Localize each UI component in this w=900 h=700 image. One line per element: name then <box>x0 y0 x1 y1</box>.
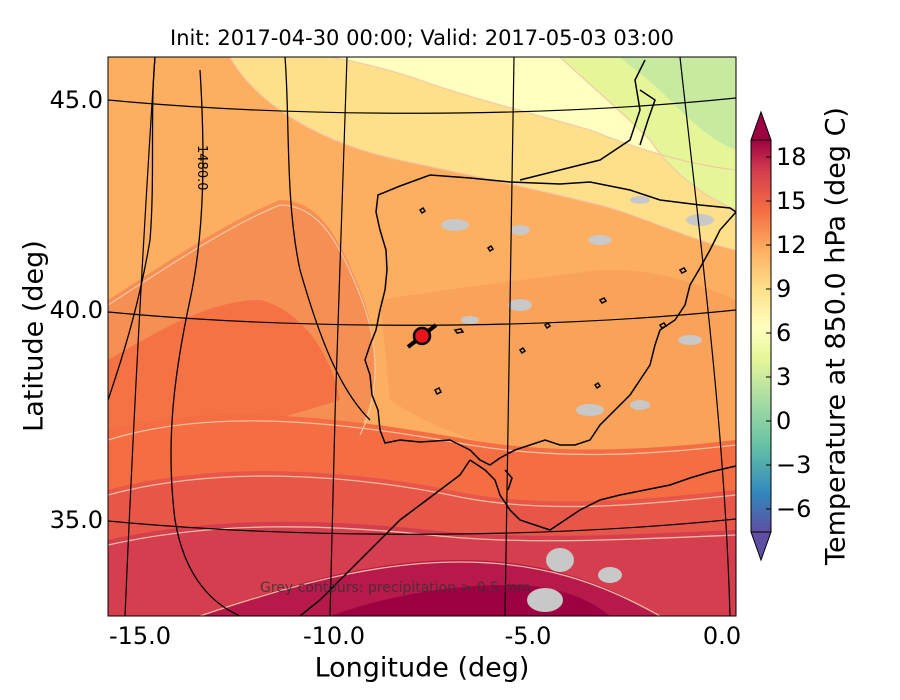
colorbar-tick-label: 18 <box>776 143 807 171</box>
y-tick-label: 45.0 <box>49 86 103 114</box>
y-axis-label: Latitude (deg) <box>18 240 50 432</box>
coastlines <box>299 59 736 616</box>
x-tick-label: -5.0 <box>504 622 552 650</box>
colorbar <box>750 110 772 562</box>
x-tick-label: 0.0 <box>702 622 742 650</box>
x-tick-label: -15.0 <box>108 622 172 650</box>
colorbar-tick-label: 6 <box>776 319 792 347</box>
colorbar-tick-label: 12 <box>776 231 807 259</box>
geopotential-contours <box>108 57 371 616</box>
x-tick-label: -10.0 <box>302 622 366 650</box>
colorbar-tick-label: 3 <box>776 363 792 391</box>
map-title: Init: 2017-04-30 00:00; Valid: 2017-05-0… <box>170 26 674 50</box>
station-marker <box>412 326 432 346</box>
y-tick-label: 40.0 <box>49 296 103 324</box>
contour-label: 1480.0 <box>194 145 209 191</box>
precip-footnote: Grey contours: precipitation > 0.5 mm <box>260 580 531 596</box>
temperature-field: 1480.0 <box>108 57 736 616</box>
colorbar-tick-label: 9 <box>776 275 792 303</box>
colorbar-tick-label: −6 <box>776 495 812 523</box>
colorbar-tick-label: 15 <box>776 187 807 215</box>
colorbar-tick-label: 0 <box>776 407 792 435</box>
graticule <box>108 57 736 616</box>
precipitation-patches <box>441 196 714 612</box>
colorbar-tick-label: −3 <box>776 451 812 479</box>
x-axis-label: Longitude (deg) <box>314 652 530 684</box>
colorbar-label: Temperature at 850.0 hPa (deg C) <box>820 107 852 565</box>
plot-frame <box>107 56 737 617</box>
y-tick-label: 35.0 <box>49 506 103 534</box>
